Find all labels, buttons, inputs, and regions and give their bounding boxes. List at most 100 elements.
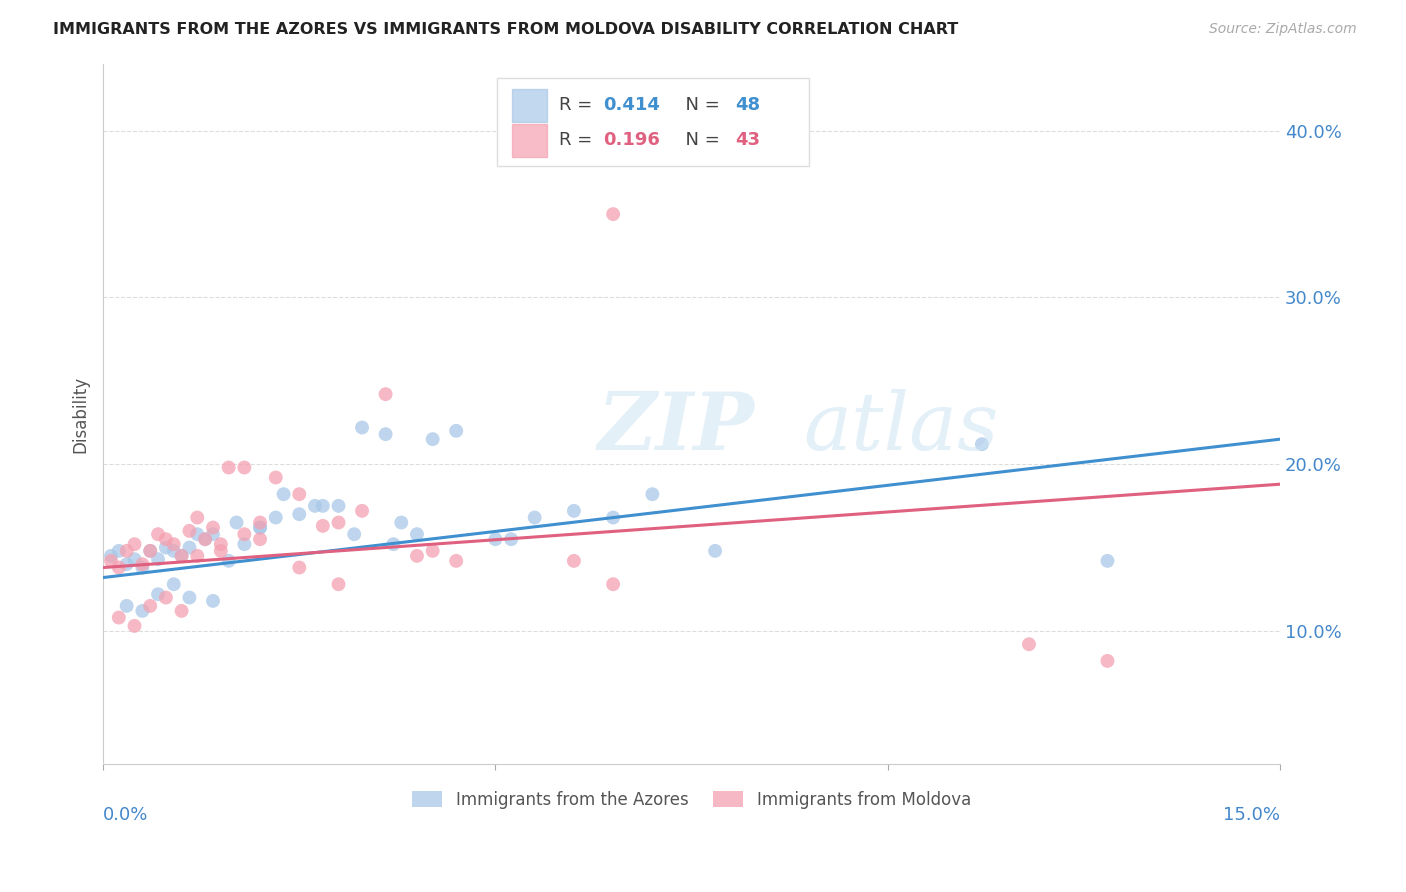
Point [108,560,131,574]
Point [602,577,624,591]
Text: 0.196: 0.196 [603,131,661,149]
Point [201,520,224,534]
Text: 48: 48 [735,96,761,114]
Point [115,544,138,558]
Point [562,504,585,518]
Point [124,537,146,551]
Point [233,527,256,541]
Point [179,591,201,605]
Point [201,594,224,608]
Point [343,527,366,541]
Point [131,604,153,618]
Text: 15.0%: 15.0% [1223,806,1279,824]
Point [484,532,506,546]
Point [233,537,256,551]
Point [1097,654,1119,668]
Point [155,541,177,555]
Point [501,532,523,546]
Text: 0.414: 0.414 [603,96,661,114]
Point [422,544,444,558]
Text: 43: 43 [735,131,761,149]
Point [264,470,287,484]
Point [273,487,295,501]
Point [139,544,162,558]
Point [970,437,993,451]
Point [312,519,335,533]
Point [186,510,208,524]
Point [186,527,208,541]
Point [374,427,396,442]
Point [288,507,311,521]
Point [163,544,186,558]
Bar [512,124,547,157]
Point [115,558,138,572]
Point [249,520,271,534]
Point [108,610,131,624]
Point [124,552,146,566]
Point [170,549,193,563]
Text: N =: N = [673,96,725,114]
Point [641,487,664,501]
Point [406,549,429,563]
Point [146,587,169,601]
Point [249,532,271,546]
Point [1018,637,1040,651]
Point [100,554,122,568]
Point [179,541,201,555]
Point [704,544,727,558]
Point [328,499,350,513]
Point [602,510,624,524]
Point [194,532,217,546]
Point [124,619,146,633]
Legend: Immigrants from the Azores, Immigrants from Moldova: Immigrants from the Azores, Immigrants f… [405,784,977,815]
FancyBboxPatch shape [498,78,810,166]
Point [406,527,429,541]
Point [170,604,193,618]
Point [444,554,467,568]
Point [100,549,122,563]
Text: IMMIGRANTS FROM THE AZORES VS IMMIGRANTS FROM MOLDOVA DISABILITY CORRELATION CHA: IMMIGRANTS FROM THE AZORES VS IMMIGRANTS… [53,22,959,37]
Point [264,510,287,524]
Point [139,599,162,613]
Point [225,516,247,530]
Point [422,432,444,446]
Point [233,460,256,475]
Point [139,544,162,558]
Point [131,558,153,572]
Point [155,532,177,546]
Point [146,527,169,541]
Point [146,552,169,566]
Point [209,537,232,551]
Point [163,537,186,551]
Point [218,460,240,475]
Text: R =: R = [558,96,598,114]
Point [218,554,240,568]
Point [352,420,374,434]
Point [115,599,138,613]
Point [389,516,412,530]
Text: atlas: atlas [803,390,998,467]
Text: R =: R = [558,131,598,149]
Point [131,560,153,574]
Point [352,504,374,518]
Point [382,537,405,551]
Point [249,520,271,534]
Point [209,544,232,558]
Point [186,549,208,563]
Point [163,577,186,591]
Text: ZIP: ZIP [598,390,754,467]
Point [108,544,131,558]
Point [194,532,217,546]
Point [444,424,467,438]
Point [328,516,350,530]
Text: N =: N = [673,131,725,149]
Point [170,549,193,563]
Text: Source: ZipAtlas.com: Source: ZipAtlas.com [1209,22,1357,37]
Point [288,487,311,501]
Point [249,516,271,530]
Point [523,510,546,524]
Point [179,524,201,538]
Point [312,499,335,513]
Point [562,554,585,568]
Y-axis label: Disability: Disability [72,376,89,453]
